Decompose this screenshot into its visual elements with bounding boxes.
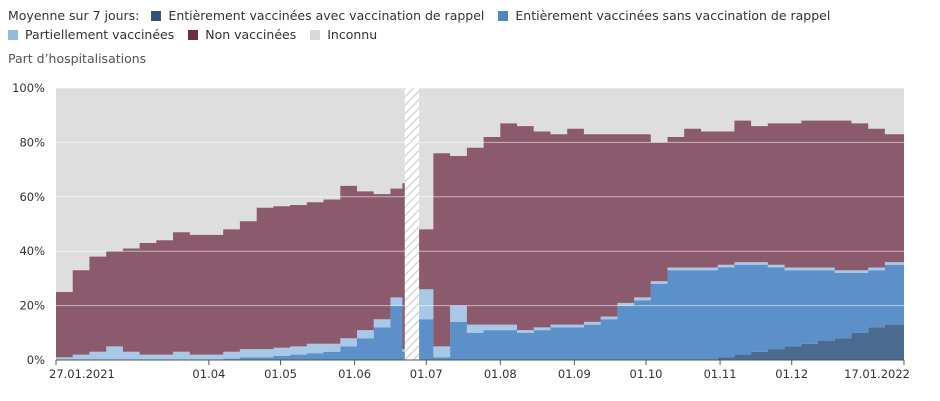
x-axis: 27.01.2021 01.04 01.05 01.06 01.07 01.08 01.09… — [49, 360, 910, 381]
area-full — [56, 264, 904, 360]
x-tick-label: 01.12 — [775, 367, 808, 381]
x-tick-label: 17.01.2022 — [844, 367, 910, 381]
x-tick-label: 01.04 — [192, 367, 225, 381]
gap-region — [404, 88, 420, 360]
legend-row-2: Partiellement vaccinées Non vaccinées In… — [8, 25, 928, 44]
y-tick-label: 0% — [27, 353, 45, 367]
legend-title: Moyenne sur 7 jours: — [8, 8, 140, 23]
legend-item-partial[interactable]: Partiellement vaccinées — [8, 25, 174, 44]
legend-label-full: Entièrement vaccinées sans vaccination d… — [515, 8, 831, 23]
legend-item-booster[interactable]: Entièrement vaccinées avec vaccination d… — [151, 6, 484, 25]
x-tick-label: 01.08 — [484, 367, 517, 381]
y-tick-label: 100% — [12, 81, 45, 95]
legend: Moyenne sur 7 jours: Entièrement vacciné… — [8, 6, 928, 44]
legend-swatch-booster-icon — [151, 10, 162, 21]
gridlines — [56, 87, 904, 361]
legend-item-full[interactable]: Entièrement vaccinées sans vaccination d… — [498, 6, 830, 25]
legend-label-partial: Partiellement vaccinées — [25, 27, 175, 42]
data-gap-hatch — [404, 88, 420, 360]
legend-swatch-unvaccinated-icon — [188, 29, 199, 40]
y-axis-label: Part d’hospitalisations — [8, 51, 147, 66]
legend-swatch-unknown-icon — [310, 29, 321, 40]
x-tick-label: 27.01.2021 — [49, 367, 115, 381]
plot-area — [56, 88, 904, 360]
x-tick-label: 01.09 — [558, 367, 591, 381]
legend-swatch-partial-icon — [8, 29, 18, 40]
y-tick-label: 20% — [19, 299, 45, 313]
legend-label-unvaccinated: Non vaccinées — [205, 27, 297, 42]
x-tick-label: 01.11 — [704, 367, 737, 381]
y-axis: 0% 20% 40% 60% 80% 100% — [12, 81, 45, 367]
x-tick-label: 01.05 — [264, 367, 297, 381]
legend-label-unknown: Inconnu — [327, 27, 378, 42]
legend-swatch-full-icon — [498, 10, 509, 21]
legend-item-unknown[interactable]: Inconnu — [310, 25, 377, 44]
area-unvaccinated — [56, 120, 904, 358]
area-booster — [56, 324, 904, 360]
x-tick-label: 01.07 — [410, 367, 443, 381]
legend-row-1: Moyenne sur 7 jours: Entièrement vacciné… — [8, 6, 928, 25]
x-tick-label: 01.10 — [630, 367, 663, 381]
legend-item-unvaccinated[interactable]: Non vaccinées — [188, 25, 296, 44]
y-tick-label: 40% — [19, 244, 45, 258]
x-tick-label: 01.06 — [338, 367, 371, 381]
y-tick-label: 80% — [19, 135, 45, 149]
y-tick-label: 60% — [19, 190, 45, 204]
legend-label-booster: Entièrement vaccinées avec vaccination d… — [168, 8, 485, 23]
